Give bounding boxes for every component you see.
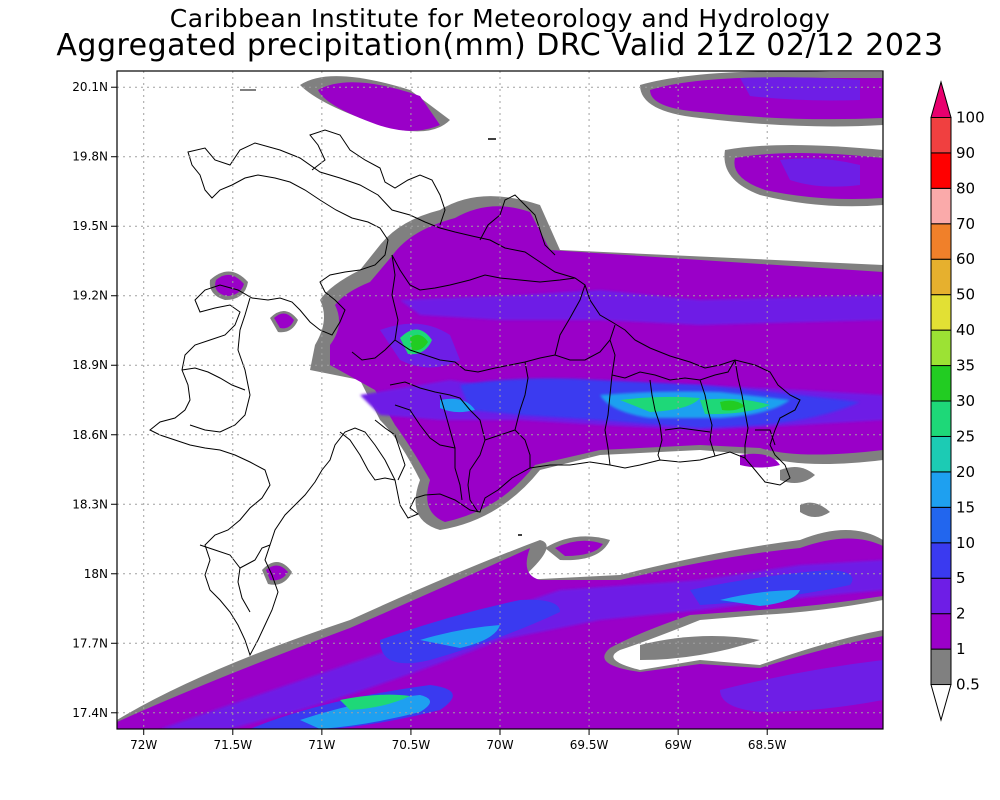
legend-swatch [930,400,952,437]
legend-label: 15 [956,498,975,516]
rain-core-35mm [410,334,745,411]
lat-tick-label: 19.8N [72,150,108,164]
lon-tick-label: 71W [308,738,335,752]
lat-tick-label: 18N [84,567,108,581]
lat-tick-label: 19.5N [72,219,108,233]
legend-swatch [930,258,952,296]
legend-swatch [930,471,952,508]
legend-swatch [930,613,952,650]
legend-label: 40 [956,321,975,339]
legend-label: 90 [956,144,975,162]
lat-tick-label: 20.1N [72,80,108,94]
country-borders [149,129,801,657]
legend-label: 50 [956,286,975,304]
precipitation-field [117,71,883,729]
legend-swatch [930,329,952,367]
legend-swatch [930,294,952,331]
graticule [117,71,883,729]
legend-label: 20 [956,463,975,481]
lon-tick-label: 71.5W [213,738,252,752]
lon-tick-label: 72W [130,738,157,752]
lat-tick-label: 19.2N [72,289,108,303]
legend-label: 70 [956,215,975,233]
legend-swatch [930,577,952,615]
legend-label: 25 [956,427,975,445]
legend-swatch [930,506,952,544]
lon-tick-label: 70.5W [392,738,431,752]
legend-swatch [930,152,952,189]
longitude-axis: 72W 71.5W 71W 70.5W 70W 69.5W 69W 68.5W [130,729,787,752]
legend-swatch [930,187,952,225]
product-title: Aggregated precipitation(mm) DRC Valid 2… [56,28,944,63]
lon-tick-label: 69.5W [570,738,609,752]
lat-tick-label: 18.3N [72,497,108,511]
legend-swatch [930,684,952,722]
legend-label: 0.5 [956,676,980,694]
lat-tick-label: 17.4N [72,706,108,720]
institute-title: Caribbean Institute for Meteorology and … [169,4,831,33]
lat-tick-label: 18.9N [72,358,108,372]
legend-label: 5 [956,569,966,587]
legend-swatch [930,648,952,686]
legend-swatch [930,80,952,118]
legend-label: 2 [956,605,966,623]
legend-label: 30 [956,392,975,410]
lon-tick-label: 69W [665,738,692,752]
lon-tick-label: 70W [486,738,513,752]
legend-swatch [930,542,952,579]
legend-label: 35 [956,357,975,375]
latitude-axis: 20.1N 19.8N 19.5N 19.2N 18.9N 18.6N 18.3N 18N 17… [72,80,117,720]
legend-label: 1 [956,640,966,658]
lat-tick-label: 17.7N [72,636,108,650]
lat-tick-label: 18.6N [72,428,108,442]
legend-swatch [930,223,952,260]
legend-label: 80 [956,179,975,197]
legend-label: 100 [956,108,985,126]
legend-label: 10 [956,534,975,552]
legend-swatch [930,435,952,473]
lon-tick-label: 68.5W [748,738,787,752]
legend-swatch [930,116,952,154]
legend-label: 60 [956,250,975,268]
legend-swatch [930,365,952,402]
